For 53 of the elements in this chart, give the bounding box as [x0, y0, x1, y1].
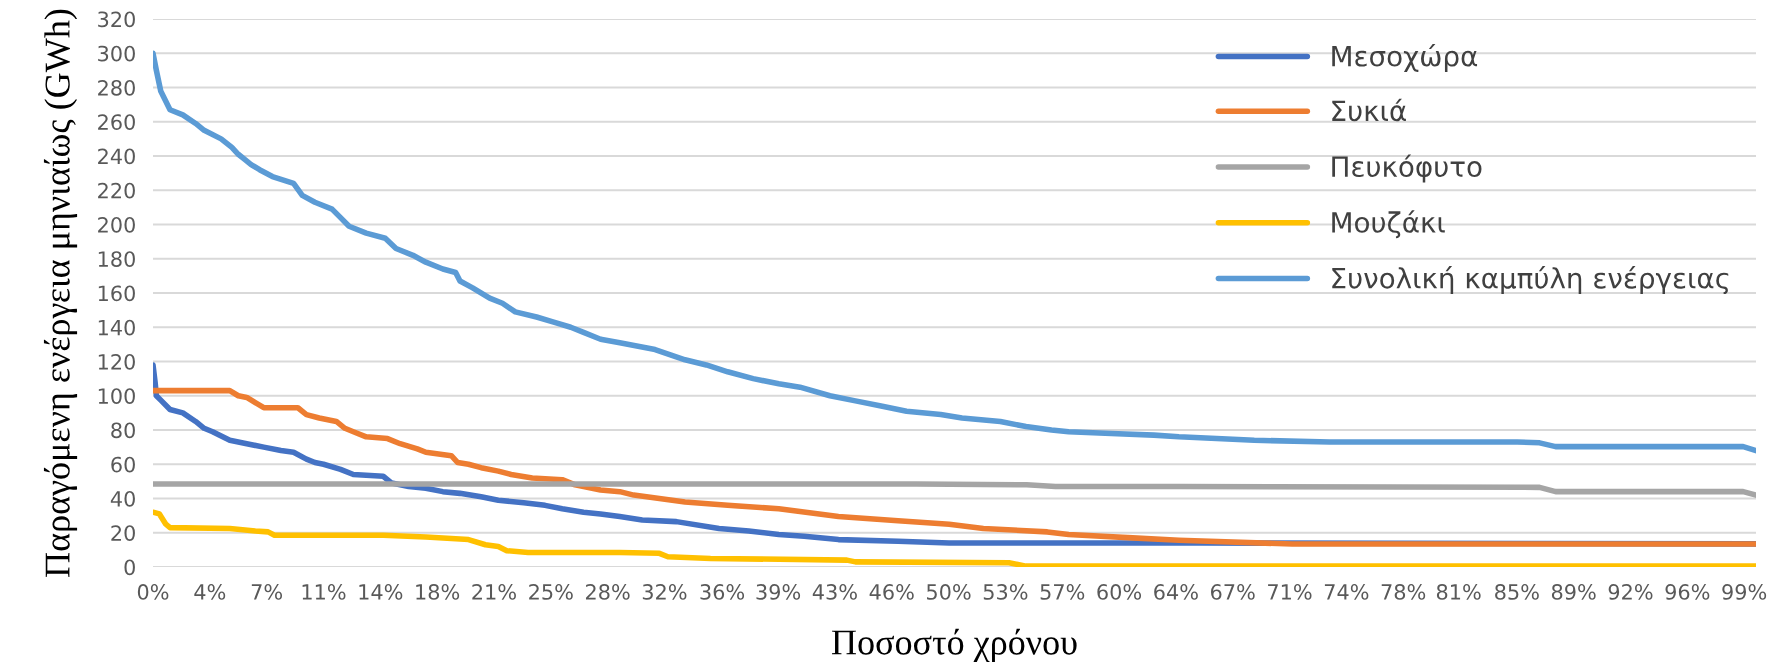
- x-tick-label: 18%: [416, 584, 460, 600]
- x-tick-label: 99%: [1722, 584, 1767, 600]
- x-tick-label: 78%: [1381, 584, 1426, 600]
- y-tick-label: 0: [124, 559, 135, 576]
- legend-label: Μουζάκι: [1332, 210, 1445, 239]
- x-tick-label: 32%: [642, 584, 687, 600]
- y-axis-title: Παραγόμενη ενέργεια μηνιαίως (GWh): [43, 9, 78, 577]
- y-tick-label: 80: [111, 422, 135, 439]
- x-tick-label: 28%: [585, 584, 630, 600]
- x-tick-label: 39%: [756, 584, 801, 600]
- y-tick-label: 180: [98, 251, 135, 267]
- x-tick-label: 4%: [194, 584, 226, 600]
- y-tick-label: 60: [111, 456, 135, 473]
- y-tick-label: 220: [98, 182, 135, 199]
- legend-label: Μεσοχώρα: [1332, 44, 1478, 73]
- x-tick-label: 85%: [1495, 584, 1539, 600]
- y-tick-label: 200: [98, 216, 135, 233]
- y-tick-label: 120: [98, 353, 135, 370]
- x-tick-label: 71%: [1268, 584, 1312, 600]
- x-tick-label: 53%: [983, 584, 1028, 600]
- x-tick-label: 96%: [1665, 584, 1710, 600]
- y-tick-label: 20: [111, 525, 135, 541]
- x-tick-label: 46%: [869, 584, 914, 600]
- y-tick-label: 300: [98, 45, 135, 62]
- x-tick-label: 50%: [927, 584, 971, 600]
- x-tick-label: 81%: [1436, 584, 1481, 600]
- x-tick-label: 36%: [700, 584, 745, 600]
- x-tick-label: 0%: [137, 584, 169, 600]
- y-tick-label: 140: [98, 319, 135, 336]
- y-tick-label: 240: [98, 148, 135, 165]
- x-axis-title: Ποσοστό χρόνου: [831, 628, 1077, 662]
- legend-label: Συνολική καμπύλη ενέργειας: [1332, 266, 1729, 295]
- x-tick-label: 60%: [1097, 584, 1142, 600]
- x-tick-label: 89%: [1551, 584, 1596, 600]
- x-tick-label: 14%: [359, 584, 403, 600]
- y-tick-label: 160: [98, 285, 135, 302]
- legend-label: Συκιά: [1332, 98, 1406, 122]
- x-tick-label: 7%: [251, 584, 283, 600]
- y-tick-label: 280: [98, 79, 135, 96]
- legend-label: Πευκόφυτο: [1332, 154, 1482, 183]
- x-tick-label: 64%: [1154, 584, 1198, 600]
- x-tick-label: 67%: [1211, 584, 1255, 600]
- x-tick-label: 11%: [302, 584, 346, 600]
- x-tick-label: 92%: [1608, 584, 1653, 600]
- x-tick-label: 74%: [1324, 584, 1369, 600]
- y-tick-label: 100: [98, 388, 135, 404]
- x-tick-label: 21%: [472, 584, 516, 600]
- x-tick-label: 43%: [812, 584, 857, 600]
- x-tick-label: 25%: [529, 584, 573, 600]
- y-tick-label: 260: [98, 114, 135, 130]
- x-tick-label: 57%: [1040, 584, 1085, 600]
- y-tick-label: 40: [110, 490, 135, 507]
- y-tick-label: 320: [98, 11, 135, 28]
